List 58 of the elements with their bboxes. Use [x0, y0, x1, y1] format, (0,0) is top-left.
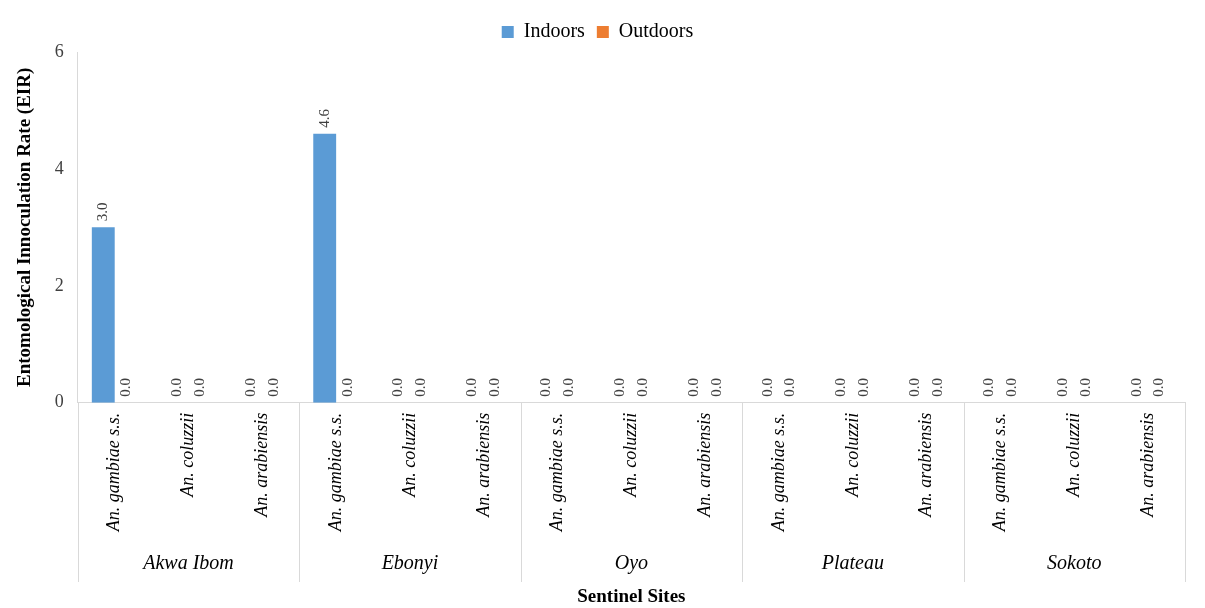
text: Akwa Ibom [141, 551, 234, 574]
data-label: 0.0 [117, 377, 134, 397]
data-label: 0.0 [168, 377, 185, 397]
data-label: 0.0 [832, 377, 849, 397]
data-label: 0.0 [929, 377, 946, 397]
data-label: 0.0 [264, 377, 281, 397]
data-label: 0.0 [537, 377, 554, 397]
legend-label: Indoors [523, 19, 586, 42]
x-tick-label: An. gambiae s.s. [989, 412, 1010, 533]
data-label: 0.0 [241, 377, 258, 397]
data-label: 0.0 [389, 377, 406, 397]
x-tick-label: An. gambiae s.s. [103, 412, 124, 533]
x-tick-label: An. coluzzii [398, 412, 419, 498]
text: Ebonyi [380, 551, 439, 575]
x-tick-label: An. coluzzii [841, 412, 862, 498]
text: Oyo [614, 551, 649, 575]
data-label: 0.0 [1076, 377, 1093, 397]
x-tick-label: An. coluzzii [1063, 412, 1084, 498]
x-tick-label: An. arabiensis [915, 412, 936, 518]
y-axis-title: Entomological Innoculation Rate (EIR) [13, 67, 36, 388]
data-label: 0.0 [1053, 377, 1070, 397]
y-tick-label: 6 [54, 40, 64, 61]
data-label: 0.0 [979, 377, 996, 397]
data-label: 0.0 [1002, 377, 1019, 397]
data-label: 0.0 [781, 377, 798, 397]
x-tick-label: An. arabiensis [251, 412, 272, 518]
text: Plateau [820, 551, 884, 574]
data-label: 0.0 [338, 377, 355, 397]
data-label: 0.0 [559, 377, 576, 397]
data-label: 3.0 [94, 202, 111, 222]
x-tick-label: An. gambiae s.s. [324, 412, 345, 533]
data-label: 0.0 [1127, 377, 1144, 397]
data-label: 0.0 [855, 377, 872, 397]
x-tick-label: An. arabiensis [693, 412, 714, 518]
x-tick-label: An. gambiae s.s. [767, 412, 788, 533]
legend-label: Outdoors [618, 19, 694, 42]
y-tick-label: 4 [54, 157, 64, 178]
data-label: 0.0 [463, 377, 480, 397]
x-tick-label: An. gambiae s.s. [546, 412, 567, 533]
x-tick-label: An. coluzzii [620, 412, 641, 498]
x-tick-label: An. coluzzii [177, 412, 198, 498]
data-label: 0.0 [190, 377, 207, 397]
data-label: 0.0 [610, 377, 627, 397]
x-tick-label: An. arabiensis [472, 412, 493, 518]
data-label: 0.0 [758, 377, 775, 397]
data-label: 0.0 [906, 377, 923, 397]
x-axis-title: Sentinel Sites [577, 584, 686, 606]
data-label: 4.6 [315, 108, 332, 128]
data-label: 0.0 [1150, 377, 1167, 397]
data-label: 0.0 [707, 377, 724, 397]
data-label: 0.0 [684, 377, 701, 397]
data-label: 0.0 [633, 377, 650, 397]
data-label: 0.0 [486, 377, 503, 397]
y-tick-label: 2 [54, 274, 64, 295]
x-tick-label: An. arabiensis [1136, 412, 1157, 518]
text: Sokoto [1047, 551, 1102, 574]
y-tick-label: 0 [54, 391, 64, 412]
data-label: 0.0 [412, 377, 429, 397]
